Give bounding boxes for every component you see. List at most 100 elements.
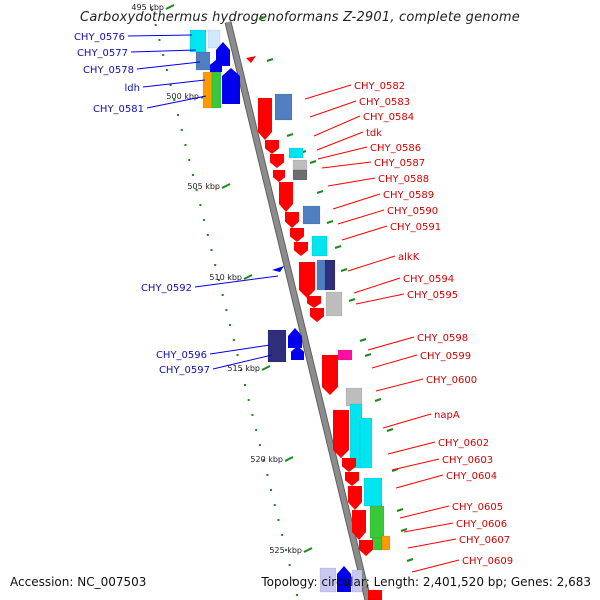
gene-label: CHY_0592 bbox=[141, 283, 192, 294]
gene-arrow bbox=[322, 355, 338, 395]
scale-dot bbox=[214, 264, 217, 266]
gene-arrow bbox=[337, 566, 351, 592]
label-leader bbox=[375, 378, 424, 392]
gene-block bbox=[351, 569, 363, 593]
label-leader bbox=[355, 293, 405, 305]
gene-label: CHY_0598 bbox=[417, 333, 468, 344]
gene-label: CHY_0577 bbox=[77, 48, 128, 59]
gene-arrow bbox=[265, 140, 279, 154]
gene-label: CHY_0605 bbox=[452, 502, 503, 513]
label-leader bbox=[403, 522, 454, 533]
scale-dot bbox=[221, 294, 224, 296]
track-mark bbox=[258, 16, 266, 20]
label-leader bbox=[327, 177, 376, 187]
label-leader bbox=[353, 277, 401, 294]
scale-tick bbox=[243, 274, 253, 280]
scale-dot bbox=[225, 309, 228, 311]
gene-block bbox=[371, 537, 383, 551]
gene-arrow bbox=[342, 458, 356, 472]
scale-dot bbox=[266, 474, 269, 476]
scale-dot bbox=[247, 399, 250, 401]
track-mark bbox=[316, 190, 324, 194]
gene-label: CHY_0603 bbox=[442, 455, 493, 466]
gene-label: CHY_0602 bbox=[438, 438, 489, 449]
gene-arrow bbox=[270, 154, 284, 168]
gene-arrow bbox=[299, 262, 315, 298]
label-leader bbox=[347, 255, 396, 272]
gene-block bbox=[207, 29, 221, 49]
genome-summary-text: Topology: circular; Length: 2,401,520 bp… bbox=[261, 575, 591, 589]
gene-block bbox=[288, 147, 304, 159]
gene-label: CHY_0595 bbox=[407, 290, 458, 301]
scale-dot bbox=[158, 39, 161, 41]
scale-tick bbox=[221, 183, 231, 189]
label-leader bbox=[212, 354, 273, 370]
gene-block bbox=[202, 71, 213, 109]
label-leader bbox=[209, 344, 271, 355]
gene-arrow bbox=[345, 472, 359, 486]
gene-block bbox=[363, 477, 383, 507]
scale-dot bbox=[195, 189, 198, 191]
gene-arrow bbox=[291, 346, 304, 360]
gene-block bbox=[381, 535, 391, 551]
gene-arrow bbox=[352, 510, 366, 540]
gene-label: CHY_0600 bbox=[426, 375, 477, 386]
gene-block bbox=[189, 29, 207, 53]
gene-label: ldh bbox=[125, 83, 140, 94]
gene-arrow bbox=[307, 296, 321, 308]
gene-block bbox=[325, 291, 343, 317]
label-leader bbox=[371, 354, 418, 369]
gene-label: CHY_0578 bbox=[83, 65, 134, 76]
gene-arrow bbox=[285, 212, 299, 228]
gene-block bbox=[345, 387, 363, 407]
gene-block bbox=[337, 349, 353, 361]
scale-dot bbox=[151, 9, 153, 11]
gene-label: CHY_0597 bbox=[159, 365, 210, 376]
label-leader bbox=[142, 79, 206, 88]
gene-block bbox=[274, 93, 293, 121]
label-leader bbox=[304, 84, 352, 100]
gene-block bbox=[311, 235, 328, 257]
scale-dot bbox=[284, 549, 287, 551]
gene-block bbox=[292, 159, 308, 171]
gene-block bbox=[324, 259, 336, 291]
scale-dot bbox=[244, 384, 246, 386]
track-mark bbox=[364, 353, 372, 357]
label-leader bbox=[316, 131, 364, 151]
gene-label: CHY_0583 bbox=[359, 97, 410, 108]
scale-dot bbox=[165, 69, 168, 71]
gene-arrow bbox=[294, 242, 308, 256]
gene-label: CHY_0584 bbox=[363, 112, 414, 123]
label-leader bbox=[332, 193, 381, 210]
scale-dot bbox=[162, 54, 165, 56]
gene-label: CHY_0594 bbox=[403, 274, 454, 285]
gene-block bbox=[369, 505, 385, 539]
gene-block bbox=[367, 589, 383, 600]
gene-arrow bbox=[288, 328, 302, 348]
label-leader bbox=[367, 336, 415, 351]
label-leader bbox=[136, 61, 201, 70]
label-leader bbox=[341, 225, 388, 241]
gene-arrow bbox=[222, 68, 240, 104]
scale-dot bbox=[292, 579, 295, 581]
scale-tick bbox=[261, 365, 271, 371]
scale-dot bbox=[177, 114, 180, 116]
scale-dot bbox=[210, 249, 213, 251]
label-leader bbox=[194, 275, 279, 288]
label-leader bbox=[411, 559, 460, 573]
scale-dot bbox=[255, 429, 258, 431]
track-mark bbox=[326, 220, 334, 224]
track-mark bbox=[348, 298, 356, 302]
label-leader bbox=[391, 458, 440, 471]
scale-dot bbox=[258, 444, 261, 446]
label-leader bbox=[407, 538, 457, 549]
backbone bbox=[225, 21, 371, 600]
scale-dot bbox=[251, 414, 254, 416]
gene-arrow bbox=[210, 60, 222, 72]
accession-text: Accession: NC_007503 bbox=[10, 575, 147, 589]
gene-label: CHY_0606 bbox=[456, 519, 507, 530]
gene-block bbox=[211, 71, 222, 109]
label-leader bbox=[317, 146, 368, 160]
track-mark bbox=[286, 133, 294, 137]
